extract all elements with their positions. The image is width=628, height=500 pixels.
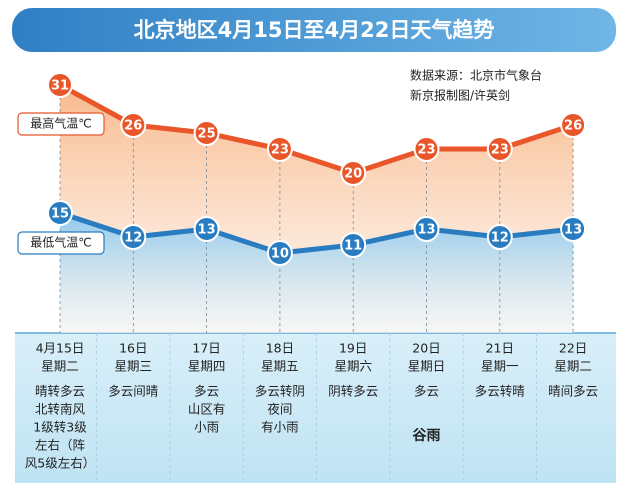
point	[560, 112, 587, 138]
point	[486, 224, 513, 250]
weather-text: 多云转阴	[255, 384, 305, 399]
value-label: 23	[417, 143, 435, 158]
value-label: 31	[51, 79, 69, 94]
value-label: 10	[271, 247, 289, 262]
value-label: 13	[198, 223, 216, 238]
weather-text: 晴转多云	[35, 384, 85, 399]
point	[340, 232, 367, 258]
weather-text: 山区有	[188, 402, 226, 417]
point	[193, 216, 220, 242]
value-label: 23	[491, 143, 509, 158]
legend-box	[17, 112, 105, 136]
date-label: 16日	[119, 341, 147, 356]
table-background	[15, 333, 616, 483]
value-label: 23	[271, 143, 289, 158]
weather-text: 多云转晴	[475, 384, 525, 399]
weather-text: 多云间晴	[108, 384, 158, 399]
weather-text: 多云	[414, 384, 439, 399]
title-banner	[12, 8, 616, 52]
point	[266, 136, 293, 162]
weather-text: 阴转多云	[328, 384, 378, 399]
plot: 31 26 25 23 20 23 23 26 最高气温℃ 15 12 13 10 11 13 12 13 最低气…	[17, 72, 598, 483]
weather-text: 多云	[194, 384, 219, 399]
weekday-label: 星期四	[188, 359, 226, 374]
weekday-label: 星期日	[408, 359, 446, 374]
point	[340, 160, 367, 186]
point	[413, 216, 440, 242]
weekday-label: 星期一	[481, 359, 519, 374]
legend-label: 最高气温℃	[30, 116, 91, 131]
credit: 新京报制图/许英剑	[410, 88, 510, 103]
value-label: 13	[417, 223, 435, 238]
weather-text: 有小雨	[261, 420, 299, 435]
weather-text: 1级转3级	[33, 420, 87, 435]
point	[47, 72, 73, 98]
legend-label: 最低气温℃	[30, 235, 91, 250]
value-label: 26	[564, 119, 582, 134]
value-label: 11	[344, 239, 362, 254]
point	[47, 200, 73, 226]
date-label: 21日	[486, 341, 514, 356]
point	[560, 216, 587, 242]
date-label: 17日	[192, 341, 220, 356]
weather-text: 夜间	[267, 402, 292, 417]
point	[120, 224, 147, 250]
date-label: 20日	[412, 341, 440, 356]
value-label: 15	[51, 207, 69, 222]
date-label: 22日	[559, 341, 587, 356]
weather-text: 风5级左右）	[25, 456, 95, 471]
weekday-label: 星期二	[41, 359, 79, 374]
value-label: 12	[124, 231, 142, 246]
value-label: 12	[491, 231, 509, 246]
weekday-label: 星期三	[115, 359, 153, 374]
chart-title: 北京地区4月15日至4月22日天气趋势	[134, 18, 495, 42]
value-label: 20	[344, 167, 362, 182]
value-label: 13	[564, 223, 582, 238]
point	[486, 136, 513, 162]
weekday-label: 星期二	[554, 359, 592, 374]
weather-text: 左右（阵	[35, 438, 86, 453]
legend-box	[17, 231, 105, 255]
date-label: 18日	[266, 341, 294, 356]
point	[193, 120, 220, 146]
point	[413, 136, 440, 162]
point	[120, 112, 147, 138]
weekday-label: 星期六	[334, 359, 372, 374]
point	[266, 240, 293, 266]
value-label: 26	[124, 119, 142, 134]
date-label: 19日	[339, 341, 367, 356]
value-label: 25	[198, 127, 216, 142]
area	[60, 213, 574, 333]
weather-text: 小雨	[194, 420, 219, 435]
source: 数据来源：北京市气象台	[410, 68, 542, 83]
weather-text: 北转南风	[35, 402, 86, 417]
date-label: 4月15日	[36, 341, 85, 356]
weather-text: 晴间多云	[548, 384, 598, 399]
weekday-label: 星期五	[261, 359, 299, 374]
solar-term: 谷雨	[413, 428, 441, 444]
